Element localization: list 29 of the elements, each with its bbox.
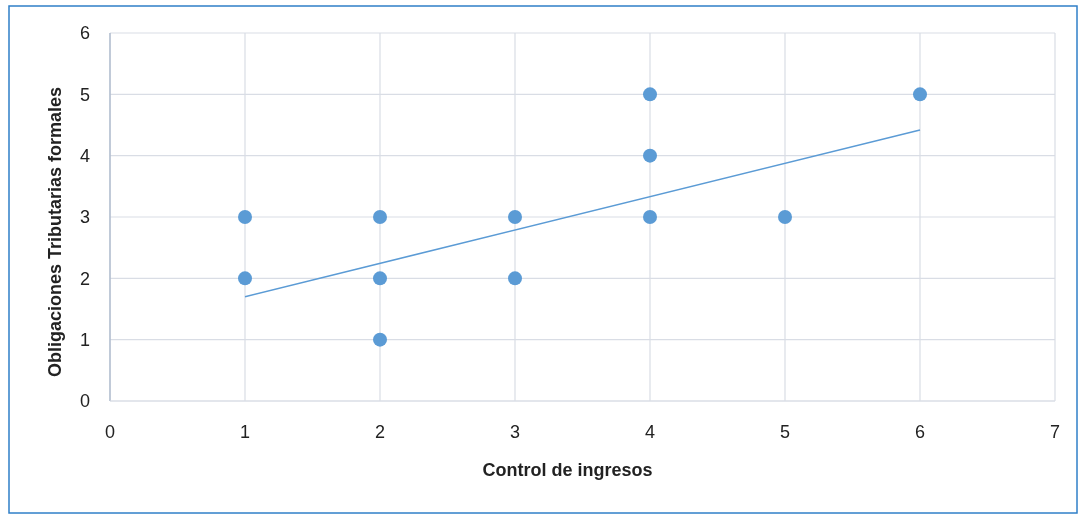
x-tick-label: 6 (914, 422, 926, 443)
x-tick-label: 1 (239, 422, 251, 443)
point (373, 271, 387, 286)
point (238, 210, 252, 224)
point (373, 332, 387, 347)
x-tick-label: 4 (644, 422, 656, 443)
point (643, 87, 657, 102)
x-tick-label: 5 (779, 422, 791, 443)
point (913, 87, 927, 102)
y-tick-label: 1 (79, 329, 90, 350)
x-tick-label: 3 (509, 422, 521, 443)
y-tick-label: 3 (79, 207, 90, 228)
x-tick-label: 0 (104, 422, 116, 443)
y-tick-label: 6 (79, 23, 90, 44)
point (238, 271, 252, 286)
y-tick-label: 2 (79, 268, 90, 289)
point (373, 210, 387, 224)
y-tick-label: 0 (79, 391, 90, 412)
y-tick-label: 5 (79, 84, 90, 105)
x-tick-label: 7 (1049, 422, 1061, 443)
x-tick-label: 2 (374, 422, 386, 443)
point (778, 210, 792, 224)
point (643, 148, 657, 163)
point (508, 210, 522, 224)
y-axis-title: Obligaciones Tributarias formales (45, 86, 66, 378)
point (508, 271, 522, 286)
y-tick-label: 4 (79, 145, 90, 166)
x-axis-title: Control de ingresos (482, 460, 653, 481)
point (643, 210, 657, 224)
